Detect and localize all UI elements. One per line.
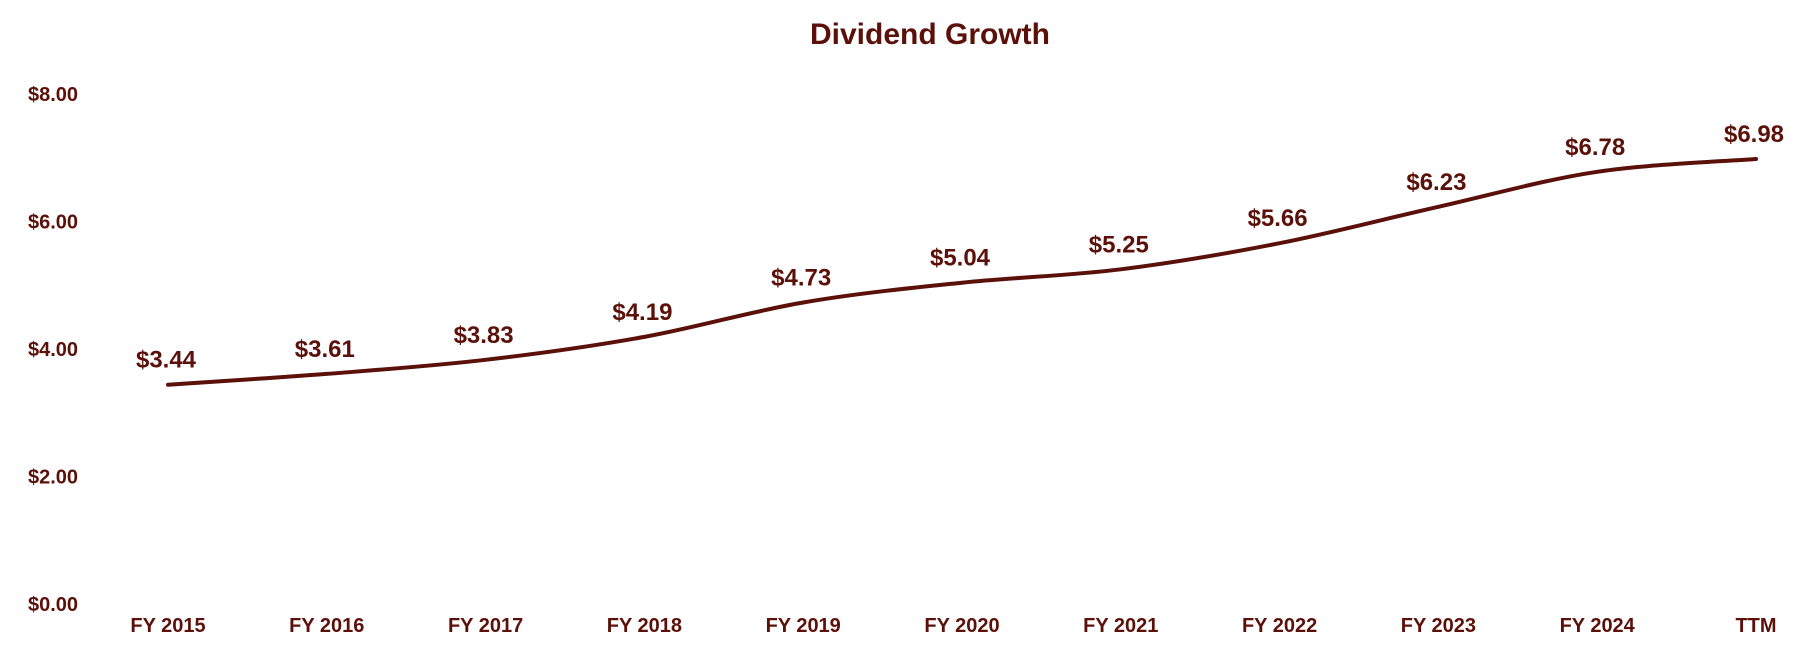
data-label: $5.66	[1248, 205, 1308, 232]
data-label: $3.83	[454, 322, 514, 349]
y-tick-label: $4.00	[28, 339, 78, 361]
data-label: $4.73	[771, 264, 831, 291]
data-label: $4.19	[612, 299, 672, 326]
y-tick-label: $0.00	[28, 594, 78, 616]
x-tick-label: FY 2022	[1242, 615, 1317, 637]
y-tick-label: $2.00	[28, 467, 78, 489]
x-axis-tick-labels: FY 2015 FY 2016 FY 2017 FY 2018 FY 2019 FY 20…	[130, 615, 1776, 637]
data-label: $6.98	[1724, 121, 1784, 148]
data-label: $6.23	[1406, 169, 1466, 196]
data-label: $3.61	[295, 336, 355, 363]
series-line-dividend	[166, 157, 1758, 387]
y-axis-tick-labels: $0.00 $2.00 $4.00 $6.00 $8.00	[28, 84, 78, 616]
data-label: $6.78	[1565, 134, 1625, 161]
x-tick-label: FY 2024	[1560, 615, 1636, 637]
x-tick-label: FY 2019	[766, 615, 841, 637]
y-tick-label: $8.00	[28, 84, 78, 106]
x-tick-label: FY 2017	[448, 615, 523, 637]
x-tick-label: FY 2015	[130, 615, 205, 637]
x-tick-label: FY 2016	[289, 615, 364, 637]
x-tick-label: FY 2018	[607, 615, 682, 637]
chart-title: Dividend Growth	[810, 18, 1050, 51]
x-tick-label: FY 2023	[1401, 615, 1476, 637]
y-tick-label: $6.00	[28, 212, 78, 234]
x-tick-label: FY 2020	[924, 615, 999, 637]
data-label: $3.44	[136, 347, 197, 374]
data-label: $5.04	[930, 245, 991, 272]
x-tick-label: TTM	[1735, 615, 1776, 637]
data-labels: $3.44 $3.61 $3.83 $4.19 $4.73 $5.04 $5.25 $5.66…	[136, 121, 1784, 374]
x-tick-label: FY 2021	[1083, 615, 1158, 637]
data-label: $5.25	[1089, 231, 1149, 258]
